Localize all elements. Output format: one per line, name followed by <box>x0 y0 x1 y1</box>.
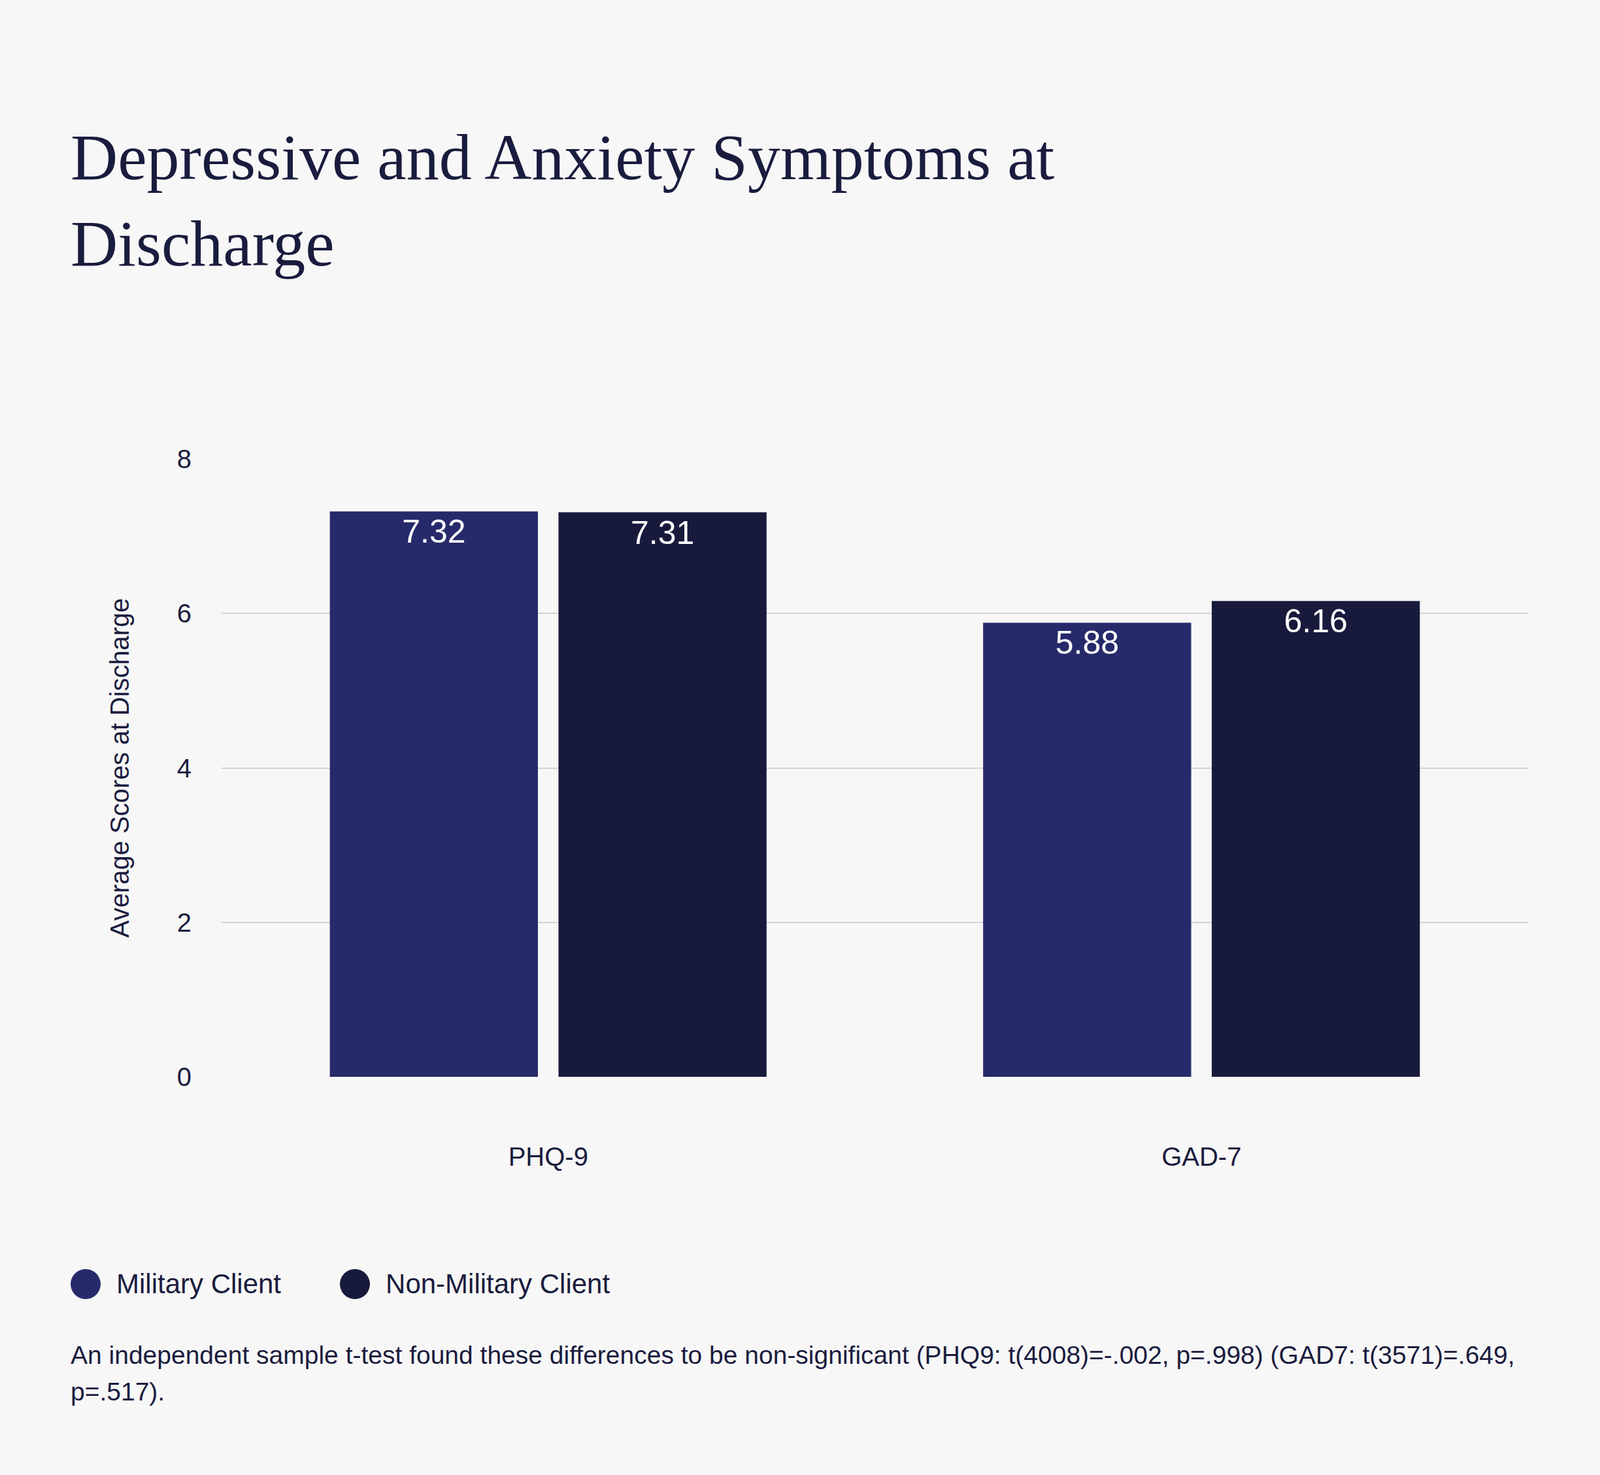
svg-text:4: 4 <box>177 753 192 783</box>
html-text:An independent sample t-test f: An independent sample t-test found these… <box>70 1340 1515 1406</box>
svg-text:6.16: 6.16 <box>1283 602 1348 640</box>
svg-text:7.32: 7.32 <box>401 513 466 550</box>
html-text:Military Client: Military Client <box>116 1267 282 1299</box>
svg-text:0: 0 <box>177 1062 192 1091</box>
svg-text:PHQ-9: PHQ-9 <box>508 1141 589 1171</box>
svg-text:7.31: 7.31 <box>630 514 695 551</box>
svg-text:2: 2 <box>177 907 192 937</box>
svg-text:5.88: 5.88 <box>1055 624 1119 661</box>
svg-text:Average Scores at Discharge: Average Scores at Discharge <box>105 598 134 938</box>
html-text:Depressive and Anxiety Symptom: Depressive and Anxiety Symptoms at Disch… <box>70 120 1055 280</box>
svg-text:GAD-7: GAD-7 <box>1161 1141 1242 1171</box>
svg-text:6: 6 <box>177 598 192 628</box>
html-text:Non-Military Client: Non-Military Client <box>385 1267 610 1299</box>
svg-text:8: 8 <box>177 444 192 474</box>
